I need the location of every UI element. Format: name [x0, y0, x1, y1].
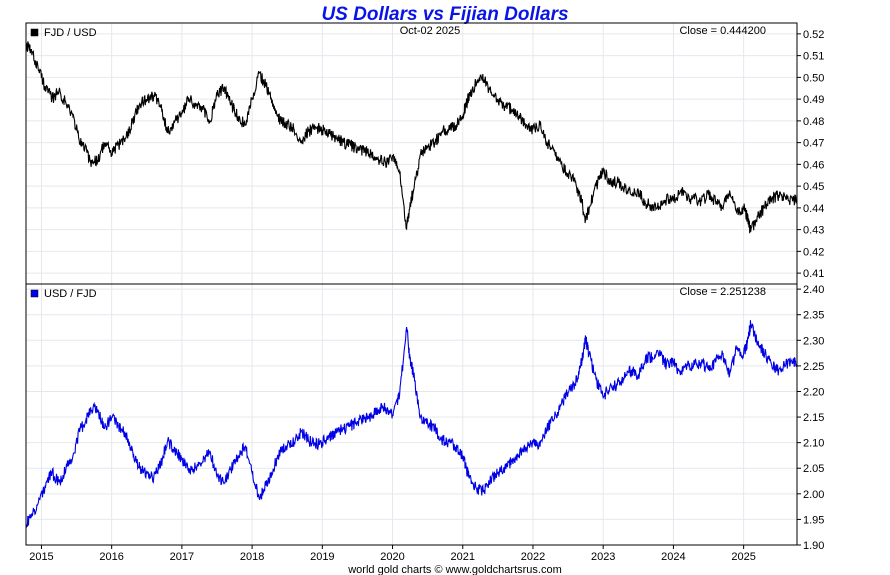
- x-tick-label: 2025: [731, 551, 755, 563]
- y-tick-label: 1.90: [803, 540, 824, 552]
- y-tick-label: 2.35: [803, 310, 824, 322]
- footer-credit: world gold charts © www.goldchartsrus.co…: [347, 564, 562, 575]
- panel-frame: [25, 22, 798, 285]
- x-tick-label: 2017: [170, 551, 194, 563]
- y-tick-label: 1.95: [803, 514, 824, 526]
- y-tick-label: 2.20: [803, 386, 824, 398]
- x-axis: 2015 2016 2017 2018 2019 2020 2021 2022 2023 2024…: [29, 545, 756, 563]
- x-tick-label: 2016: [99, 551, 123, 563]
- series-line-1: [25, 320, 798, 528]
- fjd-usd-panel: 0.41 0.42 0.43 0.44 0.45 0.46 0.47 0.48 0.49 0.50…: [25, 22, 824, 285]
- legend-swatch: [30, 289, 39, 298]
- x-tick-label: 2024: [661, 551, 685, 563]
- y-tick-label: 0.42: [803, 246, 824, 258]
- legend-label: USD / FJD: [44, 288, 97, 300]
- y-tick-label: 0.41: [803, 268, 824, 280]
- x-tick-label: 2018: [240, 551, 264, 563]
- y-tick-label: 0.44: [803, 203, 824, 215]
- y-tick-label: 0.43: [803, 225, 824, 237]
- x-tick-label: 2020: [380, 551, 404, 563]
- x-tick-label: 2015: [29, 551, 53, 563]
- legend-swatch: [30, 28, 39, 37]
- y-tick-label: 2.40: [803, 284, 824, 296]
- x-tick-label: 2022: [521, 551, 545, 563]
- series-line-0: [25, 41, 798, 234]
- close-label: Close = 0.444200: [679, 25, 766, 37]
- panel-frame: [25, 283, 798, 546]
- x-tick-label: 2019: [310, 551, 334, 563]
- y-tick-label: 0.52: [803, 29, 824, 41]
- y-tick-label: 0.51: [803, 51, 824, 63]
- date-label: Oct-02 2025: [400, 25, 461, 37]
- y-tick-label: 0.46: [803, 159, 824, 171]
- y-tick-label: 2.15: [803, 412, 824, 424]
- x-tick-label: 2021: [451, 551, 475, 563]
- y-tick-label: 2.10: [803, 438, 824, 450]
- y-tick-label: 0.47: [803, 138, 824, 150]
- close-label: Close = 2.251238: [679, 286, 766, 298]
- y-tick-label: 2.25: [803, 361, 824, 373]
- usd-fjd-panel: 1.90 1.95 2.00 2.05 2.10 2.15 2.20 2.25 2.30 2.35…: [25, 283, 824, 552]
- y-tick-label: 0.50: [803, 72, 824, 84]
- x-tick-label: 2023: [591, 551, 615, 563]
- legend-label: FJD / USD: [44, 27, 97, 39]
- y-tick-label: 0.49: [803, 94, 824, 106]
- y-tick-label: 0.48: [803, 116, 824, 128]
- y-tick-label: 2.30: [803, 335, 824, 347]
- y-tick-label: 2.00: [803, 489, 824, 501]
- chart-title: US Dollars vs Fijian Dollars: [321, 4, 568, 25]
- y-tick-label: 0.45: [803, 181, 824, 193]
- y-tick-label: 2.05: [803, 463, 824, 475]
